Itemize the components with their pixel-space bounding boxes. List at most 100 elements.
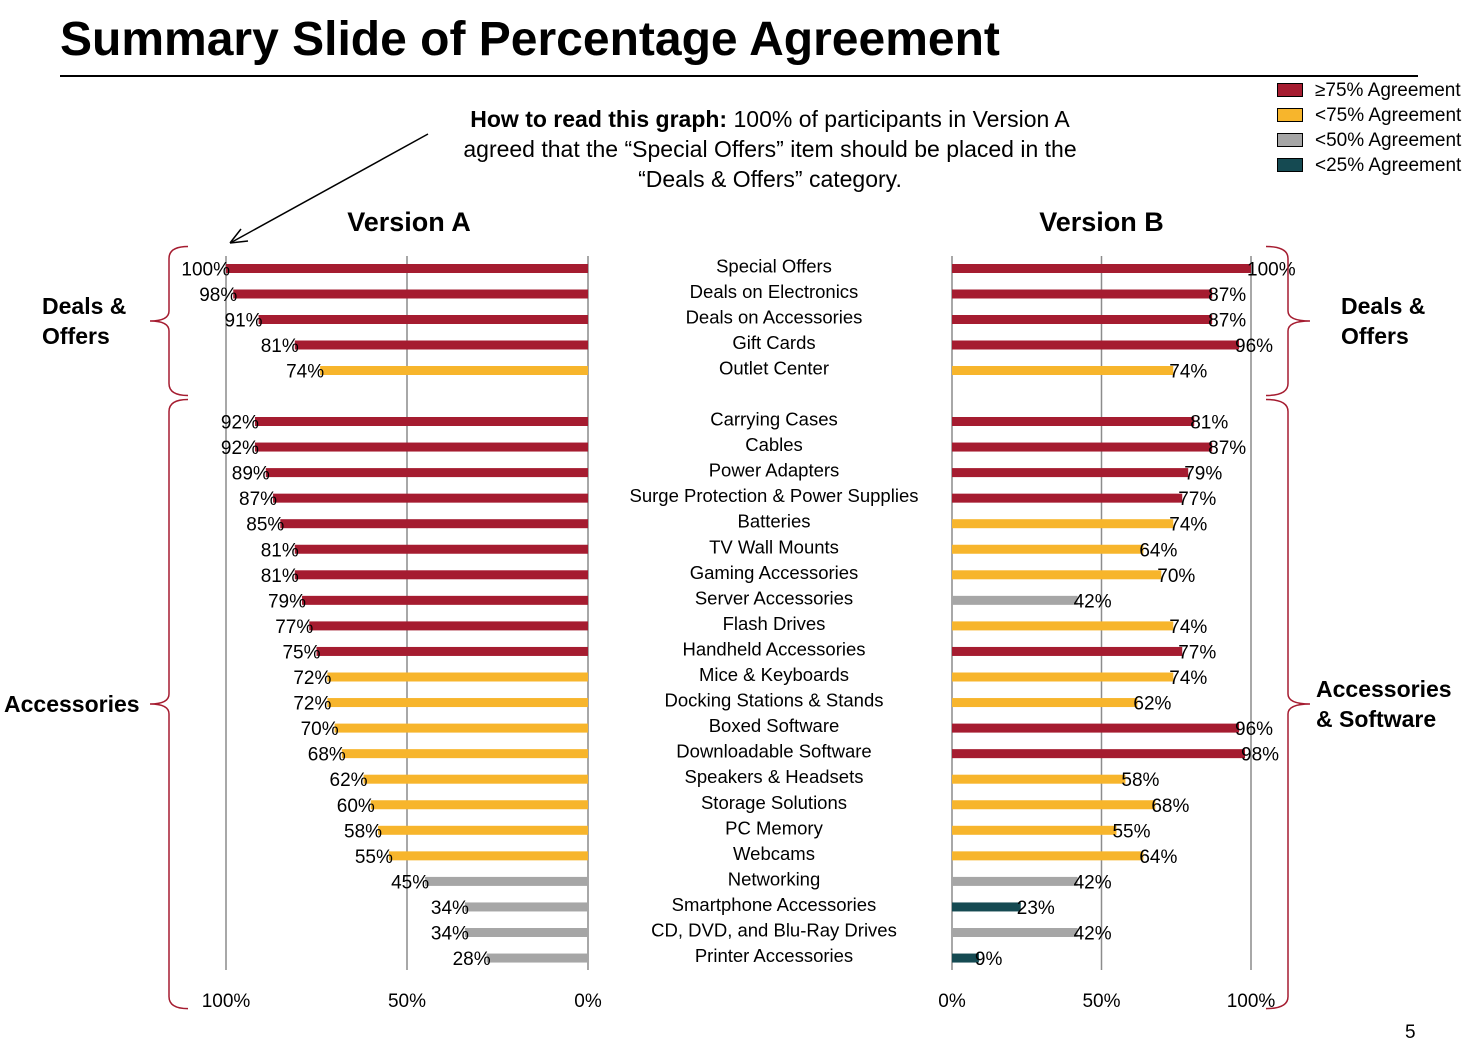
panel-title-version-b: Version B: [1039, 207, 1164, 237]
tick-label-b-100: 100%: [1227, 991, 1276, 1012]
bar-version-a: [294, 340, 588, 350]
value-label-version-a: 58%: [344, 821, 382, 842]
legend-label-high: ≥75% Agreement: [1315, 80, 1461, 101]
value-label-version-a: 92%: [221, 413, 259, 434]
bar-version-a: [464, 902, 588, 912]
group-bracket-version-a: [149, 398, 189, 1010]
how-to-read-text: 100% of participants in Version A agreed…: [463, 106, 1077, 192]
category-label: Storage Solutions: [701, 792, 847, 813]
category-label: Deals on Accessories: [686, 307, 863, 328]
bar-version-a: [254, 442, 588, 452]
bar-version-b: [952, 468, 1189, 478]
group-label-version-b: & Software: [1316, 706, 1436, 732]
category-label: Speakers & Headsets: [685, 766, 864, 787]
bar-version-b: [952, 340, 1240, 350]
value-label-version-a: 87%: [239, 489, 277, 510]
bar-version-b: [952, 289, 1213, 299]
bar-version-b: [952, 672, 1174, 682]
tick-label-a-100: 100%: [202, 991, 251, 1012]
bar-version-b: [952, 264, 1251, 273]
title-rule: [60, 75, 1418, 77]
group-bracket-version-b: [1265, 398, 1311, 1010]
bar-version-a: [464, 928, 588, 937]
value-label-version-b: 9%: [975, 949, 1003, 970]
category-label: Boxed Software: [709, 715, 840, 736]
bar-version-a: [425, 876, 588, 886]
group-label-version-a: Accessories: [4, 691, 140, 717]
value-label-version-b: 77%: [1178, 642, 1216, 663]
category-label: Downloadable Software: [676, 741, 871, 762]
value-label-version-a: 55%: [355, 847, 393, 868]
bar-version-b: [952, 442, 1213, 452]
legend-swatch-verylow: [1277, 158, 1303, 172]
value-label-version-b: 64%: [1139, 540, 1177, 561]
value-label-version-b: 42%: [1074, 591, 1112, 612]
category-label: Special Offers: [716, 256, 832, 277]
group-label-version-a: Deals &: [42, 293, 126, 319]
bar-version-b: [952, 774, 1126, 784]
value-label-version-b: 74%: [1169, 617, 1207, 638]
tick-label-a-0: 0%: [574, 991, 602, 1012]
value-label-version-b: 87%: [1208, 311, 1246, 332]
bar-version-a: [341, 749, 588, 759]
value-label-version-a: 70%: [301, 719, 339, 740]
value-label-version-b: 81%: [1190, 413, 1228, 434]
tick-label-a-50: 50%: [388, 991, 426, 1012]
category-label: Networking: [728, 868, 821, 889]
bar-version-b: [952, 570, 1162, 580]
group-label-version-a: Offers: [42, 323, 110, 349]
value-label-version-a: 91%: [225, 311, 263, 332]
panel-title-version-a: Version A: [347, 207, 471, 237]
value-label-version-b: 96%: [1235, 719, 1273, 740]
group-label-version-b: Deals &: [1341, 293, 1425, 319]
value-label-version-b: 42%: [1074, 924, 1112, 945]
value-label-version-a: 85%: [246, 515, 284, 536]
bar-version-b: [952, 800, 1156, 810]
value-label-version-b: 74%: [1169, 362, 1207, 383]
category-label: Webcams: [733, 843, 815, 864]
category-label: Gift Cards: [732, 332, 815, 353]
category-label: CD, DVD, and Blu-Ray Drives: [651, 920, 897, 941]
legend-swatch-high: [1277, 83, 1303, 97]
value-label-version-a: 34%: [431, 898, 469, 919]
value-label-version-a: 72%: [293, 668, 331, 689]
value-label-version-b: 70%: [1157, 566, 1195, 587]
bar-version-a: [378, 825, 588, 835]
category-label: Surge Protection & Power Supplies: [630, 485, 919, 506]
legend-label-low: <50% Agreement: [1315, 130, 1462, 151]
bar-version-a: [273, 493, 588, 503]
value-label-version-a: 74%: [286, 362, 324, 383]
category-label: Carrying Cases: [710, 409, 838, 430]
legend-label-mid: <75% Agreement: [1315, 105, 1462, 126]
value-label-version-b: 87%: [1208, 438, 1246, 459]
bar-version-b: [952, 519, 1174, 529]
value-label-version-a: 100%: [181, 260, 230, 281]
bar-version-b: [952, 621, 1174, 631]
bar-version-b: [952, 417, 1195, 426]
bar-version-a: [280, 519, 588, 529]
bar-version-b: [952, 723, 1240, 733]
category-label: Gaming Accessories: [690, 562, 859, 583]
bar-version-a: [486, 953, 588, 963]
bar-version-b: [952, 315, 1213, 324]
value-label-version-a: 45%: [391, 872, 429, 893]
category-label: Batteries: [737, 511, 810, 532]
value-label-version-b: 42%: [1074, 872, 1112, 893]
bar-version-a: [233, 289, 589, 299]
group-label-version-b: Accessories: [1316, 676, 1452, 702]
bar-version-a: [327, 698, 588, 708]
bar-version-b: [952, 902, 1021, 912]
value-label-version-b: 23%: [1017, 898, 1055, 919]
legend-label-verylow: <25% Agreement: [1315, 155, 1462, 176]
bar-version-b: [952, 749, 1246, 759]
value-label-version-a: 28%: [453, 949, 491, 970]
value-label-version-b: 74%: [1169, 668, 1207, 689]
bar-version-a: [388, 851, 588, 861]
bar-version-a: [370, 800, 588, 810]
value-label-version-b: 68%: [1151, 796, 1189, 817]
category-label: Printer Accessories: [695, 945, 853, 966]
group-bracket-version-a: [149, 245, 189, 397]
value-label-version-b: 96%: [1235, 336, 1273, 357]
value-label-version-b: 87%: [1208, 285, 1246, 306]
